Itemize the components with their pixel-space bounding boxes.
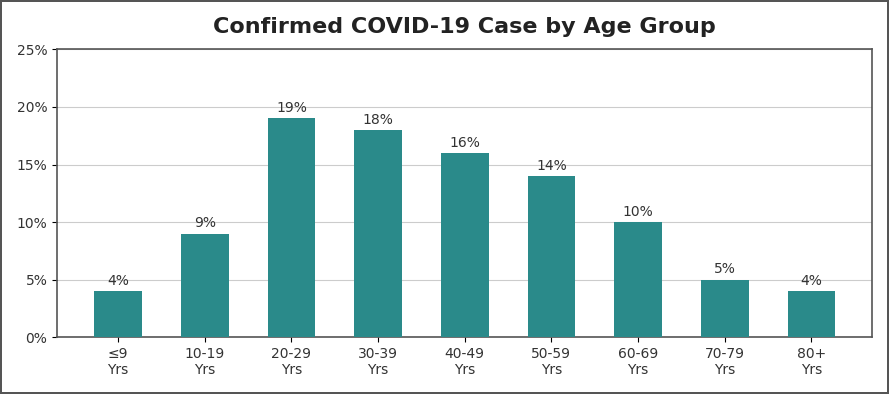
Bar [180, 234, 228, 337]
Text: 18%: 18% [363, 113, 394, 126]
Bar [788, 291, 836, 337]
Text: 4%: 4% [800, 274, 822, 288]
Text: 19%: 19% [276, 101, 307, 115]
Text: 14%: 14% [536, 159, 567, 173]
Bar [614, 222, 662, 337]
Text: 10%: 10% [622, 205, 653, 219]
Bar [354, 130, 402, 337]
Text: 16%: 16% [449, 136, 480, 150]
Bar [94, 291, 142, 337]
Bar [441, 153, 489, 337]
Bar [268, 119, 316, 337]
Text: 5%: 5% [714, 262, 736, 276]
Text: 4%: 4% [107, 274, 129, 288]
Bar [701, 280, 749, 337]
Title: Confirmed COVID-19 Case by Age Group: Confirmed COVID-19 Case by Age Group [213, 17, 717, 37]
Text: 9%: 9% [194, 216, 216, 230]
Bar [527, 176, 575, 337]
